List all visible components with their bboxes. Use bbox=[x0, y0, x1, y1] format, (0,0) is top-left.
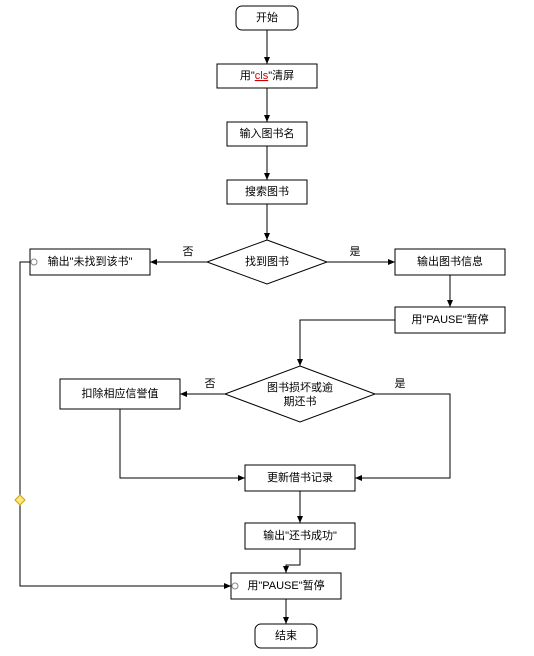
node-start: 开始 bbox=[236, 6, 298, 30]
svg-text:输出"还书成功": 输出"还书成功" bbox=[263, 528, 337, 542]
node-pause2: 用"PAUSE"暂停 bbox=[231, 573, 341, 599]
svg-text:更新借书记录: 更新借书记录 bbox=[267, 470, 333, 484]
node-end: 结束 bbox=[255, 624, 317, 648]
node-cls: 用"cls"清屏 bbox=[217, 64, 317, 88]
node-found: 找到图书 bbox=[207, 240, 327, 284]
edge-deduct-update bbox=[120, 409, 245, 478]
node-pause1: 用"PAUSE"暂停 bbox=[395, 307, 505, 333]
edge-not_found-pause2 bbox=[15, 262, 231, 586]
svg-text:是: 是 bbox=[395, 377, 406, 390]
svg-text:否: 否 bbox=[183, 246, 194, 258]
edge-damaged-deduct: 否 bbox=[180, 378, 225, 394]
svg-text:期还书: 期还书 bbox=[284, 395, 317, 408]
svg-text:搜索图书: 搜索图书 bbox=[245, 184, 289, 198]
edge-found-not_found: 否 bbox=[150, 246, 207, 262]
svg-text:输入图书名: 输入图书名 bbox=[240, 126, 295, 140]
svg-text:是: 是 bbox=[350, 245, 361, 258]
node-update: 更新借书记录 bbox=[245, 465, 355, 491]
node-out_success: 输出"还书成功" bbox=[245, 523, 355, 549]
svg-text:扣除相应信誉值: 扣除相应信誉值 bbox=[82, 386, 159, 400]
node-out_info: 输出图书信息 bbox=[395, 249, 505, 275]
node-input_name: 输入图书名 bbox=[227, 122, 307, 146]
edge-out_success-pause2 bbox=[286, 549, 300, 573]
node-not_found: 输出"未找到该书" bbox=[30, 249, 150, 275]
edge-found-out_info: 是 bbox=[327, 245, 395, 262]
svg-text:用"cls"清屏: 用"cls"清屏 bbox=[240, 69, 294, 82]
svg-text:开始: 开始 bbox=[256, 10, 278, 24]
svg-text:结束: 结束 bbox=[275, 629, 297, 642]
node-search: 搜索图书 bbox=[227, 180, 307, 204]
svg-text:图书损坏或逾: 图书损坏或逾 bbox=[267, 380, 333, 394]
node-deduct: 扣除相应信誉值 bbox=[60, 379, 180, 409]
node-damaged: 图书损坏或逾期还书 bbox=[225, 366, 375, 422]
svg-text:输出图书信息: 输出图书信息 bbox=[417, 254, 483, 268]
svg-text:用"PAUSE"暂停: 用"PAUSE"暂停 bbox=[247, 578, 324, 592]
svg-text:找到图书: 找到图书 bbox=[245, 254, 289, 268]
svg-text:输出"未找到该书": 输出"未找到该书" bbox=[48, 254, 133, 268]
edge-pause1-damaged bbox=[300, 320, 395, 366]
svg-text:否: 否 bbox=[205, 378, 216, 390]
svg-text:用"PAUSE"暂停: 用"PAUSE"暂停 bbox=[411, 312, 488, 326]
